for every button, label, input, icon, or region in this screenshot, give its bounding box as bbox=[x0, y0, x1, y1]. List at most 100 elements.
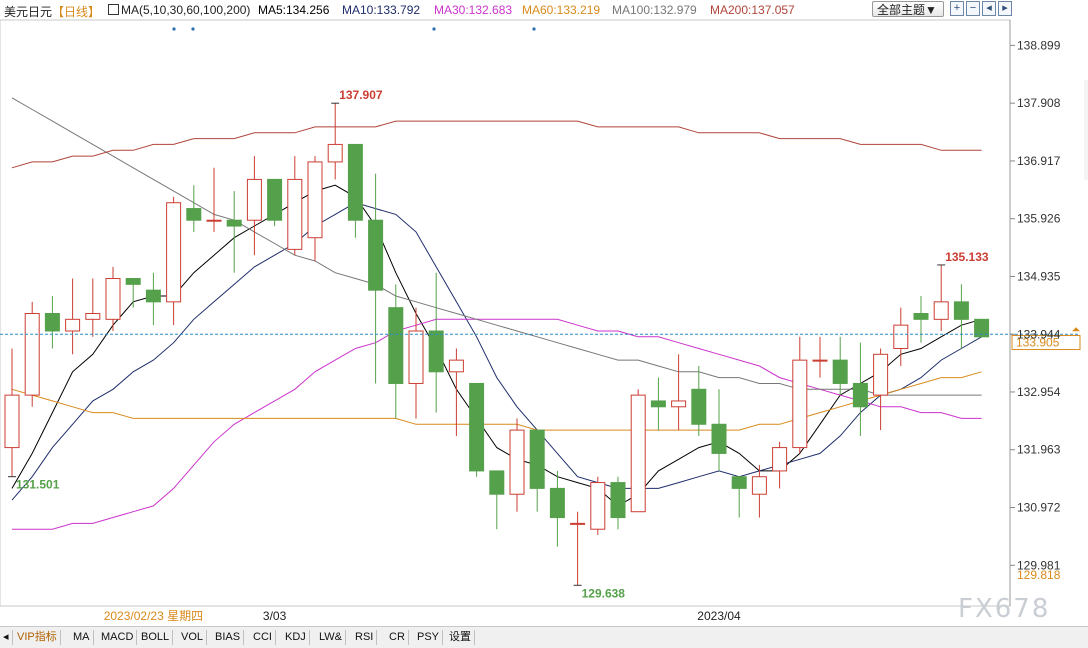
symbol-label: 美元日元 bbox=[4, 5, 53, 19]
candle bbox=[610, 476, 626, 530]
event-marker-icon bbox=[532, 27, 536, 31]
y-tick-label: 131.963 bbox=[1017, 443, 1061, 457]
candle bbox=[307, 156, 323, 262]
candle-body-up bbox=[873, 353, 889, 396]
candle-body-up bbox=[671, 400, 687, 408]
candle bbox=[145, 272, 161, 326]
tab-scroll-left-icon[interactable]: ◂ bbox=[0, 630, 13, 645]
candle bbox=[691, 365, 707, 436]
ma100-line bbox=[11, 97, 982, 396]
ma30-value: MA30:132.683 bbox=[434, 3, 513, 17]
candle-body-down bbox=[125, 278, 141, 285]
tab-indicator[interactable]: MACD bbox=[98, 630, 138, 645]
candle-body-up bbox=[65, 318, 81, 332]
candle bbox=[650, 377, 666, 431]
candle-body-down bbox=[469, 382, 485, 472]
ma10-line bbox=[11, 202, 982, 501]
candle bbox=[408, 307, 424, 419]
candle bbox=[368, 173, 384, 384]
candle bbox=[125, 278, 141, 308]
candle bbox=[529, 429, 545, 512]
candle bbox=[549, 470, 565, 547]
zoom-in-icon[interactable]: + bbox=[950, 1, 964, 16]
zoom-out-icon[interactable]: − bbox=[966, 1, 980, 16]
theme-dropdown-button[interactable]: 全部主题▼ bbox=[872, 1, 944, 17]
candle bbox=[85, 278, 101, 337]
tab-indicator[interactable]: LW& bbox=[316, 630, 347, 645]
current-price-box bbox=[1011, 335, 1081, 351]
scroll-right-icon[interactable]: ▸ bbox=[998, 1, 1012, 16]
candle-body-up bbox=[327, 143, 343, 163]
candle bbox=[226, 191, 242, 273]
candle bbox=[489, 470, 505, 530]
ma5-line bbox=[11, 184, 982, 507]
extreme-label: 137.907 bbox=[339, 88, 383, 102]
event-marker-icon bbox=[172, 27, 176, 31]
tab-indicator[interactable]: VIP指标 bbox=[14, 630, 61, 645]
y-tick-label: 135.926 bbox=[1017, 212, 1061, 226]
candle-body-down bbox=[731, 476, 747, 489]
plot-frame bbox=[0, 19, 1011, 607]
candle-body-up bbox=[893, 324, 909, 349]
x-axis-label: 2023/04 bbox=[697, 609, 741, 623]
candle bbox=[630, 389, 646, 513]
candle bbox=[590, 476, 606, 536]
candlestick-chart[interactable]: 133.905 137.907 135.133 131.501 129.638 138.… bbox=[0, 0, 1088, 626]
candle bbox=[812, 336, 828, 378]
candle-body-down bbox=[347, 143, 363, 221]
candle-body-up bbox=[105, 278, 121, 320]
candle-body-up bbox=[630, 394, 646, 513]
candle-body-up bbox=[509, 429, 525, 495]
y-tick-label: 132.954 bbox=[1017, 385, 1061, 399]
tab-indicator[interactable]: PSY bbox=[414, 630, 444, 645]
candle-body-up bbox=[408, 330, 424, 384]
candle-body-up bbox=[24, 313, 40, 396]
candle bbox=[933, 264, 949, 331]
candle-body-down bbox=[145, 289, 161, 303]
period-label[interactable]: 【日线】 bbox=[52, 5, 101, 19]
extreme-label: 135.133 bbox=[945, 250, 989, 264]
candle bbox=[428, 272, 444, 413]
candle-body-up bbox=[933, 301, 949, 320]
checkbox-icon[interactable] bbox=[108, 4, 119, 15]
candle-body-down bbox=[186, 208, 202, 221]
tab-indicator[interactable]: BIAS bbox=[212, 630, 245, 645]
candle bbox=[751, 465, 767, 518]
watermark-logo: FX678 bbox=[958, 594, 1051, 624]
tab-indicator[interactable]: CCI bbox=[250, 630, 276, 645]
chart-header: 美元日元 【日线】 MA(5,10,30,60,100,200) MA5:134… bbox=[0, 0, 1088, 20]
candle-body-down bbox=[226, 219, 242, 227]
candle-body-down bbox=[428, 330, 444, 373]
tab-indicator[interactable]: VOL bbox=[178, 630, 208, 645]
candle-body-down bbox=[711, 423, 727, 454]
candle-body-up bbox=[166, 202, 182, 303]
candle bbox=[206, 167, 222, 232]
candle-body-down bbox=[852, 382, 868, 408]
candle bbox=[44, 296, 60, 349]
scroll-left-icon[interactable]: ◂ bbox=[982, 1, 996, 16]
ma60-line bbox=[11, 371, 982, 431]
y-tick-label: 129.981 bbox=[1017, 558, 1061, 572]
y-tick-label: 138.899 bbox=[1017, 38, 1061, 52]
candle-body-down bbox=[368, 219, 384, 291]
tab-indicator[interactable]: 设置 bbox=[446, 630, 475, 645]
candle-body-down bbox=[610, 482, 626, 519]
extreme-label: 131.501 bbox=[16, 478, 60, 492]
tab-indicator[interactable]: MA bbox=[70, 630, 94, 645]
tab-indicator[interactable]: KDJ bbox=[282, 630, 310, 645]
side-panel-edge bbox=[1084, 80, 1088, 180]
candle-body-up bbox=[792, 359, 808, 449]
tab-indicator[interactable]: CR bbox=[386, 630, 409, 645]
candle-body-down bbox=[974, 318, 990, 338]
x-axis-label: 3/03 bbox=[263, 609, 287, 623]
candle bbox=[570, 511, 586, 586]
candle-body-up bbox=[812, 359, 828, 362]
candle bbox=[974, 318, 990, 338]
candle bbox=[267, 178, 283, 227]
candle-body-up bbox=[246, 178, 262, 221]
x-axis-label: 2023/02/23 星期四 bbox=[104, 609, 203, 623]
tab-indicator[interactable]: RSI bbox=[352, 630, 378, 645]
candle-body-up bbox=[4, 394, 20, 449]
ma-params-label[interactable]: MA(5,10,30,60,100,200) bbox=[108, 3, 250, 17]
tab-indicator[interactable]: BOLL bbox=[138, 630, 174, 645]
